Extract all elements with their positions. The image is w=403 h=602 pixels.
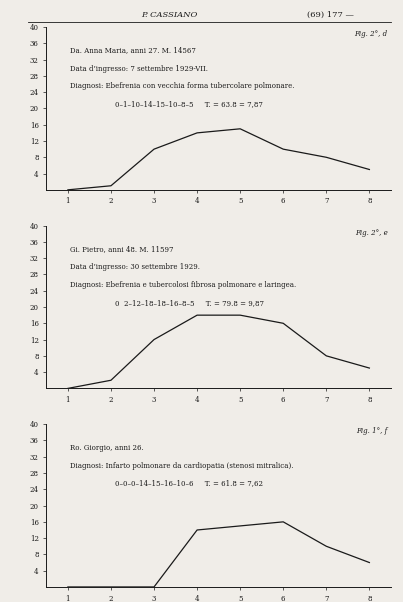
Text: Da. Anna Maria, anni 27. M. 14567: Da. Anna Maria, anni 27. M. 14567: [71, 46, 196, 55]
Text: 0–0–0–14–15–16–10–6     T. = 61.8 = 7,62: 0–0–0–14–15–16–10–6 T. = 61.8 = 7,62: [115, 480, 263, 488]
Text: Data d’ingresso: 30 settembre 1929.: Data d’ingresso: 30 settembre 1929.: [71, 263, 200, 271]
Text: Fig. 2°, e: Fig. 2°, e: [355, 229, 387, 237]
Text: Fig. 2°, d: Fig. 2°, d: [354, 30, 387, 39]
Text: Diagnosi: Ebefrenia con vecchia forma tubercolare polmonare.: Diagnosi: Ebefrenia con vecchia forma tu…: [71, 82, 295, 90]
Text: 0  2–12–18–18–16–8–5     T. = 79.8 = 9,87: 0 2–12–18–18–16–8–5 T. = 79.8 = 9,87: [115, 299, 264, 307]
Text: Diagnosi: Infarto polmonare da cardiopatia (stenosi mitralica).: Diagnosi: Infarto polmonare da cardiopat…: [71, 462, 294, 470]
Text: 0–1–10–14–15–10–8–5     T. = 63.8 = 7,87: 0–1–10–14–15–10–8–5 T. = 63.8 = 7,87: [115, 101, 263, 108]
Text: Gi. Pietro, anni 48. M. 11597: Gi. Pietro, anni 48. M. 11597: [71, 245, 174, 253]
Text: Diagnosi: Ebefrenia e tubercolosi fibrosa polmonare e laringea.: Diagnosi: Ebefrenia e tubercolosi fibros…: [71, 281, 297, 289]
Text: P. CASSIANO: P. CASSIANO: [141, 11, 197, 19]
Text: Ro. Giorgio, anni 26.: Ro. Giorgio, anni 26.: [71, 444, 144, 452]
Text: (69) 177 —: (69) 177 —: [307, 11, 354, 19]
Text: Fig. 1°, f: Fig. 1°, f: [356, 427, 387, 435]
Text: Data d’ingresso: 7 settembre 1929-VII.: Data d’ingresso: 7 settembre 1929-VII.: [71, 64, 208, 72]
